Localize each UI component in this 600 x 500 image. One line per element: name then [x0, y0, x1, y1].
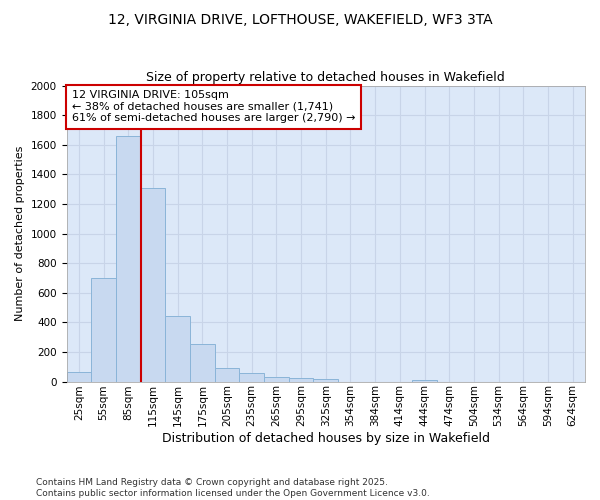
Bar	[313, 379, 338, 382]
Bar	[264, 377, 289, 382]
Bar	[289, 378, 313, 382]
Title: Size of property relative to detached houses in Wakefield: Size of property relative to detached ho…	[146, 72, 505, 85]
Bar	[215, 368, 239, 382]
Text: Contains HM Land Registry data © Crown copyright and database right 2025.
Contai: Contains HM Land Registry data © Crown c…	[36, 478, 430, 498]
Bar	[140, 188, 165, 382]
Bar	[412, 380, 437, 382]
Text: 12 VIRGINIA DRIVE: 105sqm
← 38% of detached houses are smaller (1,741)
61% of se: 12 VIRGINIA DRIVE: 105sqm ← 38% of detac…	[72, 90, 355, 124]
Bar	[116, 136, 140, 382]
Y-axis label: Number of detached properties: Number of detached properties	[15, 146, 25, 322]
Text: 12, VIRGINIA DRIVE, LOFTHOUSE, WAKEFIELD, WF3 3TA: 12, VIRGINIA DRIVE, LOFTHOUSE, WAKEFIELD…	[107, 12, 493, 26]
Bar	[165, 316, 190, 382]
Bar	[190, 344, 215, 382]
Bar	[91, 278, 116, 382]
Bar	[239, 374, 264, 382]
X-axis label: Distribution of detached houses by size in Wakefield: Distribution of detached houses by size …	[162, 432, 490, 445]
Bar	[67, 372, 91, 382]
